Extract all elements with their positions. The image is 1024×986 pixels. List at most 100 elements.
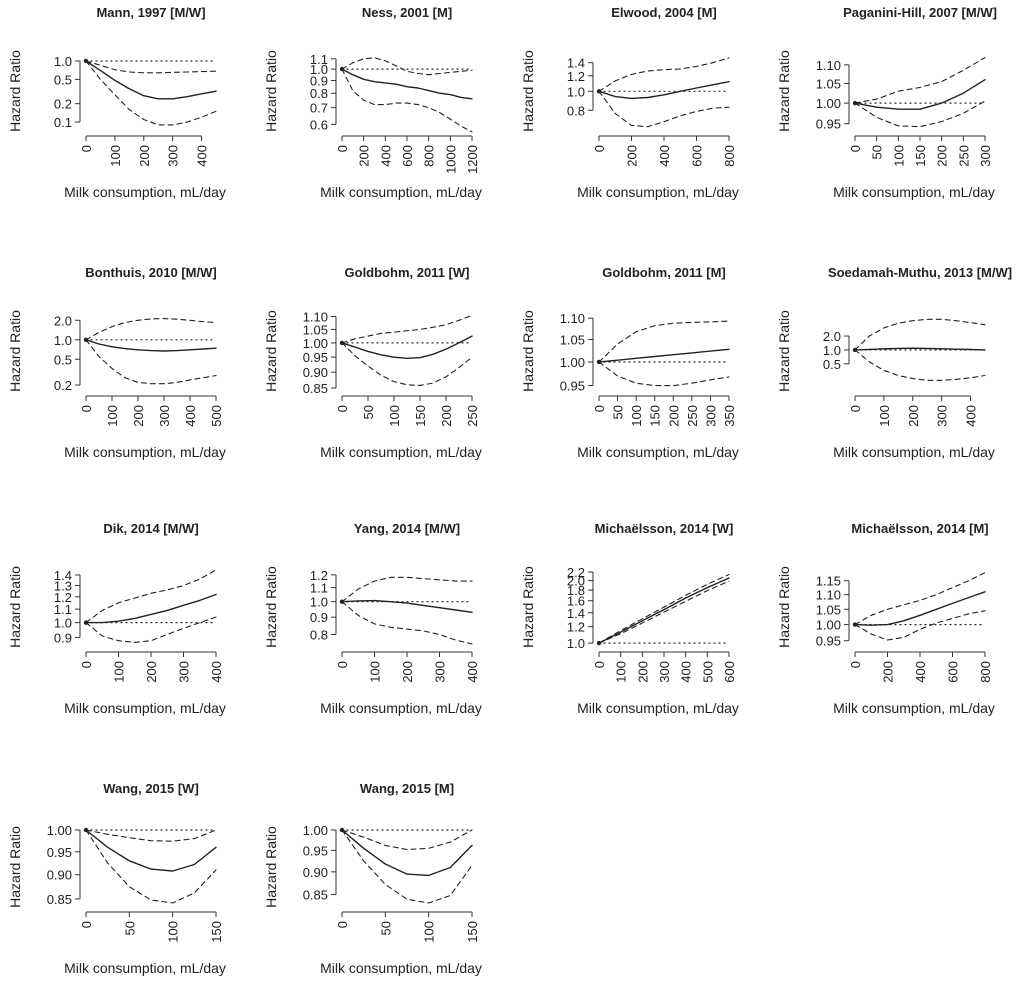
x-tick-label: 100 <box>112 661 127 683</box>
y-tick-label: 2.0 <box>567 574 585 589</box>
x-tick-label: 200 <box>400 661 415 683</box>
panel-title: Bonthuis, 2010 [M/W] <box>85 265 216 280</box>
series-estimate <box>341 335 473 359</box>
panel-title: Michaëlsson, 2014 [M] <box>851 521 988 536</box>
x-tick-label: 400 <box>964 405 979 427</box>
panel-7: Goldbohm, 2011 [M] 1.10 1.05 1.00 0.95 Hazard… <box>520 265 739 460</box>
x-tick-label: 200 <box>906 405 921 427</box>
y-axis-label: Hazard Ratio <box>7 50 23 132</box>
panel-12: Michaëlsson, 2014 [M] 1.151.101.051.000.9… <box>776 521 995 716</box>
series-estimate <box>85 60 217 100</box>
x-tick-label: 0 <box>848 661 863 668</box>
x-tick-label: 400 <box>679 661 694 683</box>
x-tick-label: 100 <box>387 405 402 427</box>
y-tick-label: 1.05 <box>816 77 841 92</box>
panel-11: Michaëlsson, 2014 [W]2.22.01.81.61.41.21… <box>520 521 739 716</box>
series-lower <box>341 829 473 904</box>
x-tick-label: 100 <box>422 921 437 943</box>
panel-title: Elwood, 2004 [M] <box>611 5 716 20</box>
x-axis-label: Milk consumption, mL/day <box>833 184 995 200</box>
y-tick-label: 1.0 <box>567 84 585 99</box>
x-tick-label: 400 <box>913 661 928 683</box>
x-axis-label: Milk consumption, mL/day <box>577 184 739 200</box>
x-tick-label: 50 <box>361 405 376 419</box>
y-tick-label: 1.4 <box>54 568 72 583</box>
y-tick-label: 1.8 <box>567 583 585 598</box>
x-axis-label: Milk consumption, mL/day <box>320 700 482 716</box>
x-tick-label: 400 <box>183 405 198 427</box>
series-estimate <box>598 348 730 363</box>
y-tick-label: 0.8 <box>567 103 585 118</box>
x-tick-label: 0 <box>592 661 607 668</box>
panel-6: Goldbohm, 2011 [W] 1.101.051.000.950.900.… <box>263 265 482 460</box>
panel-title: Wang, 2015 [W] <box>103 781 199 796</box>
y-tick-label: 0.7 <box>310 101 328 116</box>
y-tick-label: 0.2 <box>54 378 72 393</box>
x-tick-label: 500 <box>700 661 715 683</box>
y-tick-label: 0.90 <box>303 865 328 880</box>
x-tick-label: 0 <box>335 921 350 928</box>
panel-5: Bonthuis, 2010 [M/W] 2.0 1.0 0.5 0.2 Hazard R… <box>7 265 226 460</box>
y-tick-label: 1.2 <box>567 69 585 84</box>
y-tick-label: 1.05 <box>560 333 585 348</box>
y-tick-label: 1.2 <box>310 568 328 583</box>
x-tick-label: 50 <box>378 921 393 935</box>
y-tick-label: 1.1 <box>310 52 328 67</box>
y-axis-label: Hazard Ratio <box>520 310 536 392</box>
x-tick-label: 100 <box>105 405 120 427</box>
y-axis-label: Hazard Ratio <box>776 566 792 648</box>
series-estimate <box>598 577 730 644</box>
panel-1: Mann, 1997 [M/W] 1.0 0.5 0.2 0.1 Hazard Ratio… <box>7 5 226 200</box>
series-estimate <box>854 591 986 626</box>
panel-3: Elwood, 2004 [M] 1.41.21.0 0.8 Hazard Ratio… <box>520 5 739 200</box>
series-upper <box>341 829 473 851</box>
reference-point <box>83 827 89 833</box>
y-tick-label: 1.0 <box>54 54 72 69</box>
x-tick-label: 100 <box>877 405 892 427</box>
y-tick-label: 0.9 <box>310 610 328 625</box>
x-tick-label: 0 <box>592 405 607 412</box>
x-tick-label: 400 <box>465 661 480 683</box>
series-upper <box>341 57 473 76</box>
y-tick-label: 1.00 <box>816 96 841 111</box>
x-tick-label: 400 <box>195 145 210 167</box>
y-tick-label: 0.9 <box>310 74 328 89</box>
panel-title: Soedamah-Muthu, 2013 [M/W] <box>828 265 1012 280</box>
y-axis-label: Hazard Ratio <box>520 50 536 132</box>
series-lower <box>341 342 473 386</box>
panel-title: Wang, 2015 [M] <box>360 781 454 796</box>
y-tick-label: 0.2 <box>54 97 72 112</box>
x-tick-label: 100 <box>166 921 181 943</box>
series-estimate <box>854 78 986 110</box>
x-tick-label: 1000 <box>443 145 458 174</box>
panel-title: Goldbohm, 2011 [W] <box>345 265 470 280</box>
x-tick-label: 250 <box>685 405 700 427</box>
y-tick-label: 0.85 <box>303 381 328 396</box>
panel-title: Ness, 2001 [M] <box>362 5 452 20</box>
x-tick-label: 0 <box>335 145 350 152</box>
x-tick-label: 800 <box>722 145 737 167</box>
x-tick-label: 300 <box>657 661 672 683</box>
x-tick-label: 200 <box>635 661 650 683</box>
y-tick-label: 1.2 <box>54 590 72 605</box>
y-tick-label: 1.05 <box>303 322 328 337</box>
x-axis-label: Milk consumption, mL/day <box>320 184 482 200</box>
x-tick-label: 800 <box>978 661 993 683</box>
series-lower <box>598 90 730 128</box>
panel-title: Yang, 2014 [M/W] <box>354 521 460 536</box>
y-tick-label: 0.95 <box>816 634 841 649</box>
y-tick-label: 0.95 <box>560 379 585 394</box>
y-axis-label: Hazard Ratio <box>7 826 23 908</box>
y-tick-label: 1.4 <box>567 56 585 71</box>
series-estimate <box>854 347 986 351</box>
reference-point <box>83 58 89 64</box>
y-tick-label: 1.00 <box>303 336 328 351</box>
y-tick-label: 1.10 <box>303 310 328 325</box>
x-tick-label: 250 <box>956 145 971 167</box>
series-upper <box>854 572 986 626</box>
x-tick-label: 350 <box>722 405 737 427</box>
x-tick-label: 300 <box>166 145 181 167</box>
series-upper <box>341 314 473 344</box>
panel-2: Ness, 2001 [M] 1.11.00.90.80.70.6 Hazard R… <box>263 5 482 200</box>
y-tick-label: 1.0 <box>54 333 72 348</box>
